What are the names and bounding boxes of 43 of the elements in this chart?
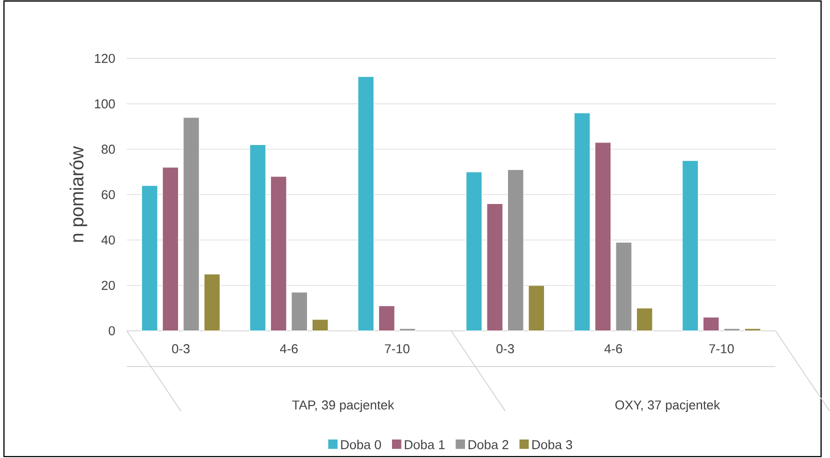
bar xyxy=(358,76,374,332)
bar xyxy=(183,117,200,332)
y-tick-label: 0 xyxy=(108,326,115,336)
bar xyxy=(744,328,761,332)
bar xyxy=(616,242,632,332)
y-tick-label: 20 xyxy=(102,281,115,290)
y-tick-label: 60 xyxy=(102,190,115,200)
bar xyxy=(702,317,720,332)
y-axis-title: n pomiarów xyxy=(70,146,88,242)
bar xyxy=(724,328,740,332)
y-tick-label: 80 xyxy=(102,144,115,154)
bar xyxy=(636,308,653,332)
bar xyxy=(574,112,590,332)
legend-label: Doba 1 xyxy=(404,440,445,450)
bar xyxy=(466,172,482,332)
bar xyxy=(162,167,179,332)
bar xyxy=(682,160,698,332)
legend-label: Doba 3 xyxy=(532,440,572,450)
x-tick-label: 7-10 xyxy=(709,344,734,354)
x-tick-label: 4-6 xyxy=(280,344,298,354)
x-tick-label: 4-6 xyxy=(604,344,622,354)
y-tick-label: 100 xyxy=(94,99,115,109)
bar xyxy=(250,144,266,332)
text: TAP, 39 pacjentek xyxy=(292,400,394,412)
bar xyxy=(399,328,416,332)
bar xyxy=(528,285,545,332)
bar xyxy=(270,176,287,332)
bar xyxy=(507,170,524,332)
x-tick-label: 0-3 xyxy=(496,344,514,354)
bar xyxy=(378,306,395,332)
bar xyxy=(141,185,158,332)
bar xyxy=(594,142,612,332)
y-tick-label: 40 xyxy=(101,236,115,245)
bar xyxy=(204,274,220,332)
x-tick-label: 7-10 xyxy=(384,344,410,354)
text: OXY, 37 pacjentek xyxy=(615,400,720,412)
bar xyxy=(291,292,308,332)
bar xyxy=(486,204,504,332)
bar xyxy=(312,319,328,332)
legend-label: Doba 2 xyxy=(468,440,508,450)
legend-label: Doba 0 xyxy=(341,440,381,450)
x-tick-label: 0-3 xyxy=(172,344,190,354)
y-tick-label: 120 xyxy=(94,54,115,64)
